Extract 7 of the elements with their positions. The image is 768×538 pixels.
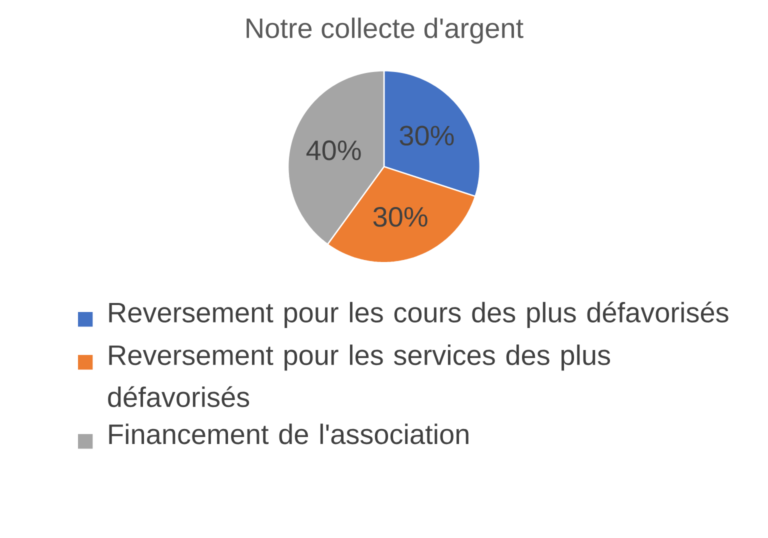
legend-label: Reversement pour les cours des plus défavorisés (109, 302, 728, 328)
data-label: 30% (373, 206, 428, 227)
chart-title: Notre collecte d'argent (246, 18, 524, 44)
data-label: 40% (306, 140, 361, 160)
data-label: 30% (400, 126, 454, 146)
legend-label: Financement de l'association (109, 424, 468, 444)
legend-label: Reversement pour les services des plus défavorisés (108, 344, 610, 408)
